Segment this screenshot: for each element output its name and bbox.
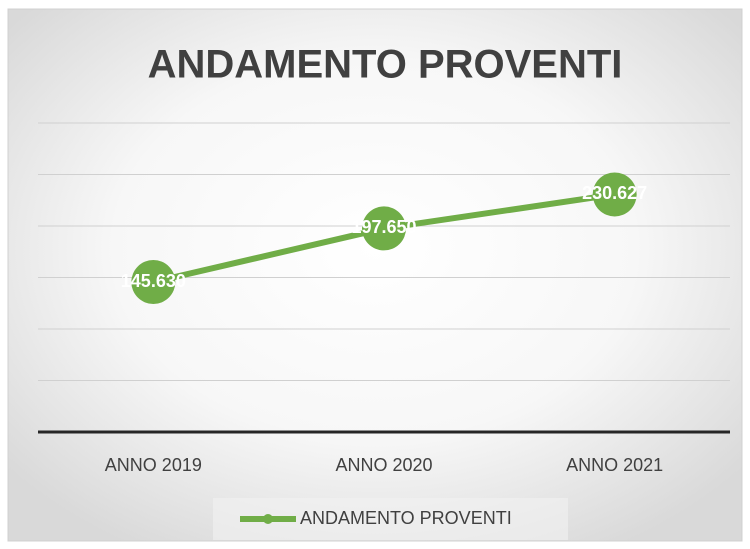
x-tick-label: ANNO 2020 (335, 455, 432, 475)
x-tick-label: ANNO 2021 (566, 455, 663, 475)
marker (592, 172, 637, 217)
marker (131, 260, 176, 305)
data-label: 197.650 (351, 217, 416, 237)
data-label: 230.627 (582, 183, 647, 203)
chart-title: ANDAMENTO PROVENTI (148, 43, 623, 87)
marker (362, 206, 406, 251)
legend-label: ANDAMENTO PROVENTI (300, 508, 512, 528)
x-tick-label: ANNO 2019 (105, 455, 202, 475)
data-label: 145.630 (121, 271, 186, 291)
chart-background (7, 8, 743, 542)
legend-marker (263, 514, 273, 524)
